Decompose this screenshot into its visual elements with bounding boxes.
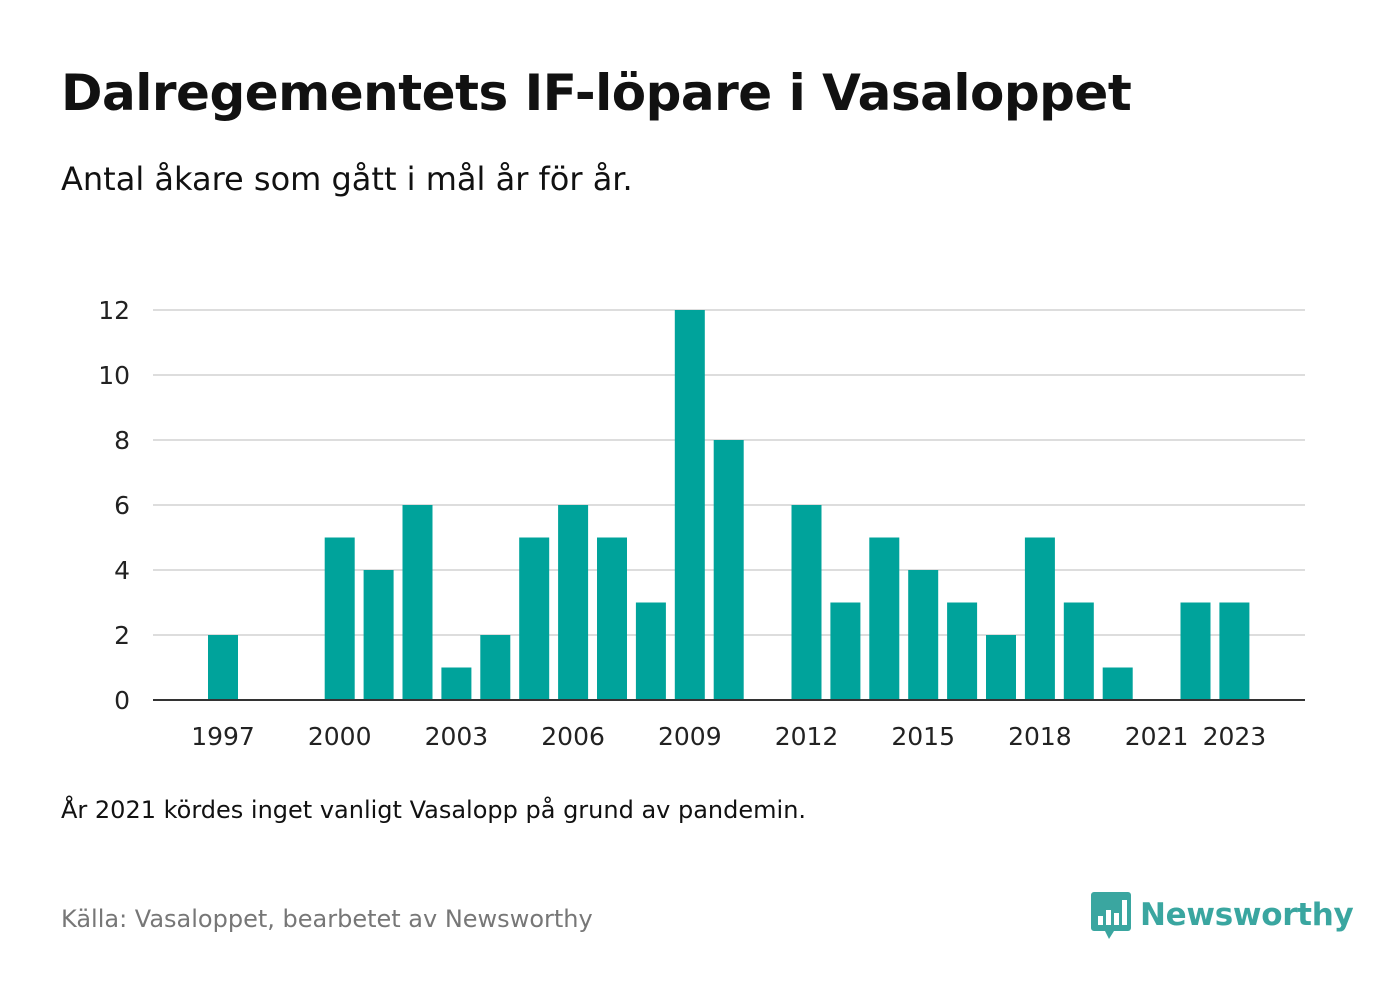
bar-2002 [402, 505, 433, 700]
y-tick-label: 10 [98, 361, 130, 390]
bar-2001 [363, 570, 394, 700]
x-tick-label: 2015 [891, 722, 955, 751]
bar-2022 [1180, 602, 1211, 700]
page-subtitle: Antal åkare som gått i mål år för år. [61, 160, 633, 198]
bar-1997 [208, 635, 238, 700]
x-tick-label: 2023 [1203, 722, 1267, 751]
x-tick-label: 2021 [1125, 722, 1189, 751]
source-text: Källa: Vasaloppet, bearbetet av Newswort… [61, 905, 593, 933]
bar-2012 [791, 505, 822, 700]
brand-logo: Newsworthy [1090, 890, 1354, 940]
bar-2015 [908, 570, 939, 700]
bar-2010 [713, 440, 744, 700]
y-tick-label: 2 [114, 621, 130, 650]
brand-name: Newsworthy [1140, 897, 1354, 933]
y-tick-label: 4 [114, 556, 130, 585]
bar-2014 [869, 537, 900, 700]
bar-2005 [519, 537, 550, 700]
axes: 0 2 4 6 8 10 12 1997 2000 2003 2006 2009 2012 2015 201… [98, 296, 1305, 751]
bar-2006 [558, 505, 589, 700]
x-tick-label: 2000 [308, 722, 372, 751]
bar-chart: 0 2 4 6 8 10 12 1997 2000 2003 2006 2009 2012 2015 201… [98, 296, 1305, 751]
bar-2017 [986, 635, 1016, 700]
bar-2018 [1024, 537, 1055, 700]
bar-2003 [441, 667, 472, 700]
page-title: Dalregementets IF-löpare i Vasaloppet [61, 64, 1132, 122]
bar-2009 [674, 310, 705, 700]
bar-2013 [830, 602, 861, 700]
bar-2023 [1219, 602, 1250, 700]
newsworthy-logo-icon [1091, 892, 1131, 939]
y-tick-label: 6 [114, 491, 130, 520]
bar-2008 [635, 602, 666, 700]
bar-2019 [1063, 602, 1094, 700]
footnote: År 2021 kördes inget vanligt Vasalopp på… [61, 796, 807, 824]
x-tick-label: 1997 [191, 722, 255, 751]
x-tick-label: 2009 [658, 722, 722, 751]
bar-2004 [480, 635, 511, 700]
bar-2000 [324, 537, 355, 700]
bar-2007 [597, 537, 627, 700]
x-tick-label: 2003 [425, 722, 489, 751]
y-tick-label: 12 [98, 296, 130, 325]
x-tick-label: 2018 [1008, 722, 1072, 751]
y-tick-label: 8 [114, 426, 130, 455]
bars [208, 310, 1250, 700]
x-tick-label: 2012 [775, 722, 839, 751]
x-tick-label: 2006 [541, 722, 605, 751]
y-tick-label: 0 [114, 686, 130, 715]
bar-2020 [1102, 667, 1133, 700]
bar-2016 [947, 602, 978, 700]
